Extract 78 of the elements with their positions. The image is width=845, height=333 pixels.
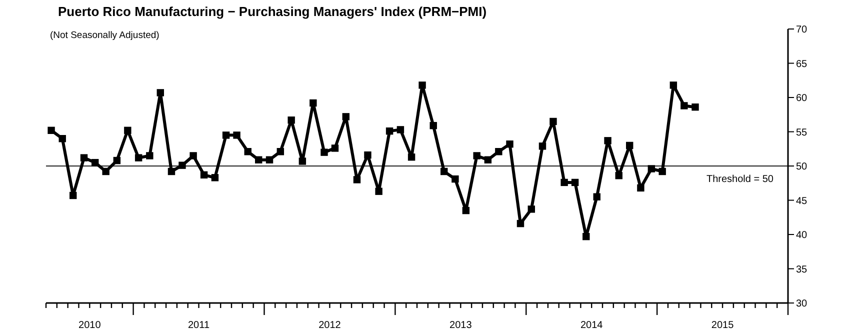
point bbox=[615, 172, 622, 180]
point bbox=[331, 144, 339, 152]
point bbox=[222, 132, 230, 139]
point bbox=[342, 113, 350, 120]
point bbox=[430, 122, 437, 130]
chart-subtitle: (Not Seasonally Adjusted) bbox=[50, 30, 160, 41]
point bbox=[604, 137, 612, 144]
point bbox=[658, 168, 666, 176]
point bbox=[506, 140, 514, 148]
point bbox=[134, 154, 142, 162]
y-tick-label: 50 bbox=[796, 162, 808, 173]
y-tick-label: 70 bbox=[796, 24, 808, 36]
point bbox=[516, 220, 524, 228]
point bbox=[124, 126, 132, 134]
point bbox=[233, 132, 240, 139]
chart-title: Puerto Rico Manufacturing − Purchasing Managers' Index (PRM−PMI) bbox=[58, 4, 487, 19]
point bbox=[288, 116, 295, 124]
point bbox=[408, 153, 416, 161]
point bbox=[495, 148, 502, 156]
point bbox=[48, 126, 55, 134]
y-tick-label: 45 bbox=[796, 196, 808, 207]
point bbox=[58, 134, 66, 142]
point bbox=[692, 103, 699, 111]
point bbox=[626, 142, 634, 150]
point bbox=[211, 174, 219, 182]
point bbox=[452, 175, 459, 183]
point bbox=[320, 148, 328, 156]
point bbox=[440, 168, 448, 176]
point bbox=[593, 193, 600, 200]
y-tick-label: 55 bbox=[796, 127, 808, 138]
point bbox=[178, 162, 186, 169]
point bbox=[375, 188, 382, 195]
point bbox=[102, 168, 110, 176]
x-tick-label: 2012 bbox=[318, 320, 342, 331]
point bbox=[528, 206, 536, 213]
point bbox=[418, 82, 426, 89]
ref-line-label: Threshold = 50 bbox=[706, 174, 774, 185]
point bbox=[670, 82, 678, 89]
point bbox=[254, 156, 262, 164]
point bbox=[113, 156, 121, 164]
point bbox=[266, 156, 274, 164]
point bbox=[298, 158, 306, 165]
point bbox=[190, 152, 197, 160]
point bbox=[80, 154, 88, 162]
y-tick-label: 65 bbox=[796, 58, 808, 70]
point bbox=[560, 178, 568, 186]
point bbox=[571, 178, 579, 186]
y-tick-label: 60 bbox=[796, 93, 808, 104]
point bbox=[310, 99, 317, 107]
point bbox=[484, 156, 492, 164]
x-tick-label: 2011 bbox=[188, 320, 210, 331]
x-tick-label: 2015 bbox=[711, 320, 734, 331]
x-tick-label: 2013 bbox=[450, 320, 472, 331]
point bbox=[200, 171, 208, 179]
point bbox=[538, 142, 546, 150]
point bbox=[156, 89, 164, 96]
point bbox=[244, 148, 252, 156]
point bbox=[396, 126, 404, 134]
x-tick-label: 2010 bbox=[78, 320, 102, 331]
point bbox=[276, 148, 284, 156]
point bbox=[680, 102, 688, 110]
point bbox=[69, 192, 77, 200]
point bbox=[364, 151, 372, 159]
point bbox=[462, 206, 470, 214]
point bbox=[168, 168, 176, 176]
y-tick-label: 30 bbox=[796, 298, 808, 310]
point bbox=[637, 184, 644, 192]
point bbox=[353, 176, 361, 184]
y-tick-label: 35 bbox=[796, 264, 808, 276]
point bbox=[648, 165, 656, 172]
point bbox=[473, 152, 480, 160]
point bbox=[91, 158, 99, 166]
point bbox=[550, 118, 557, 126]
x-tick-label: 2014 bbox=[580, 320, 604, 331]
y-tick-label: 40 bbox=[796, 230, 808, 242]
point bbox=[386, 127, 394, 135]
point bbox=[582, 232, 590, 240]
point bbox=[146, 152, 154, 160]
